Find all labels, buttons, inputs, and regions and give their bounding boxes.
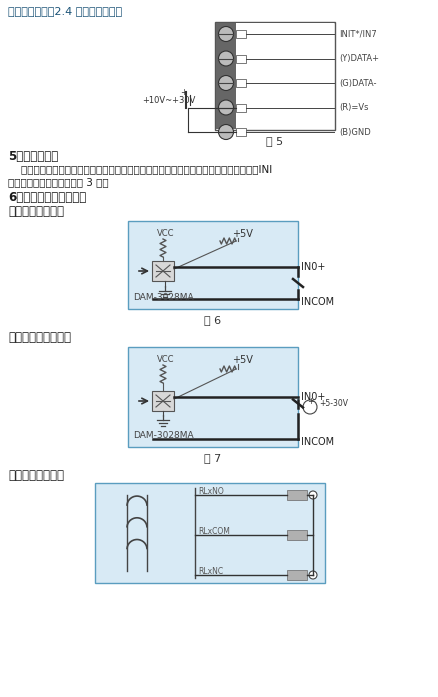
Text: 图 7: 图 7 — [204, 453, 221, 463]
Text: IN0+: IN0+ — [300, 262, 325, 272]
Bar — [128, 347, 297, 447]
Bar — [286, 490, 306, 500]
Text: INCOM: INCOM — [300, 297, 333, 307]
Text: 图 5: 图 5 — [266, 136, 283, 146]
Text: (B)GND: (B)GND — [338, 128, 370, 137]
Bar — [286, 570, 306, 580]
Text: +5V: +5V — [231, 355, 252, 365]
Circle shape — [308, 571, 316, 579]
Text: +: + — [306, 397, 313, 406]
Bar — [95, 483, 324, 583]
Circle shape — [302, 400, 316, 414]
Text: DAM-3028MA: DAM-3028MA — [133, 431, 193, 440]
Bar — [236, 30, 245, 38]
Text: (R)=Vs: (R)=Vs — [338, 103, 367, 112]
Text: 干接点信号接线：: 干接点信号接线： — [8, 205, 64, 218]
Text: 6、数字量输入输出接线: 6、数字量输入输出接线 — [8, 191, 86, 204]
Circle shape — [218, 51, 233, 66]
Bar — [128, 221, 297, 309]
Text: DAM-3028MA: DAM-3028MA — [133, 293, 193, 302]
Bar — [152, 391, 173, 411]
Bar — [215, 23, 236, 129]
Bar — [236, 23, 254, 129]
Text: 继电器输出接线：: 继电器输出接线： — [8, 469, 64, 482]
Text: +5V: +5V — [231, 229, 252, 239]
Text: 湿接点共阴极接线：: 湿接点共阴极接线： — [8, 331, 71, 344]
Bar — [286, 530, 306, 540]
Text: RLxNO: RLxNO — [198, 487, 223, 496]
Bar — [236, 128, 245, 136]
Text: +: + — [180, 88, 187, 97]
Text: RLxNC: RLxNC — [198, 567, 223, 576]
Text: +5-30V: +5-30V — [318, 399, 347, 408]
Bar — [236, 54, 245, 63]
Text: VCC: VCC — [157, 355, 174, 364]
Text: INCOM: INCOM — [300, 437, 333, 447]
Text: 认出厂设置见：2.4 默认出厂状态。: 认出厂设置见：2.4 默认出厂状态。 — [8, 6, 122, 16]
Circle shape — [308, 491, 316, 499]
Text: IN0+: IN0+ — [300, 392, 325, 402]
Bar — [152, 261, 173, 281]
Circle shape — [218, 100, 233, 115]
Text: 图 6: 图 6 — [204, 315, 221, 325]
Text: (G)DATA-: (G)DATA- — [338, 79, 376, 88]
Text: RLxCOM: RLxCOM — [198, 527, 230, 536]
Text: +10V~+30V: +10V~+30V — [141, 95, 195, 105]
Text: VCC: VCC — [157, 229, 174, 238]
Circle shape — [218, 26, 233, 42]
Bar — [254, 23, 333, 129]
Circle shape — [218, 75, 233, 91]
Text: 5、指示灯说明: 5、指示灯说明 — [8, 150, 58, 163]
Text: 运行指示灯：正常上电并且无数据发送时，指示灯常亮；有数据发送时，指示灯闪烁；INI: 运行指示灯：正常上电并且无数据发送时，指示灯常亮；有数据发送时，指示灯闪烁；IN… — [8, 164, 272, 174]
Text: INIT*/IN7: INIT*/IN7 — [338, 29, 376, 38]
Text: (Y)DATA+: (Y)DATA+ — [338, 54, 378, 63]
Text: 接上电时，指示灯快速闪烁 3 次。: 接上电时，指示灯快速闪烁 3 次。 — [8, 177, 108, 187]
Circle shape — [218, 125, 233, 139]
Bar — [236, 103, 245, 112]
Bar — [215, 22, 334, 130]
Bar — [236, 79, 245, 87]
